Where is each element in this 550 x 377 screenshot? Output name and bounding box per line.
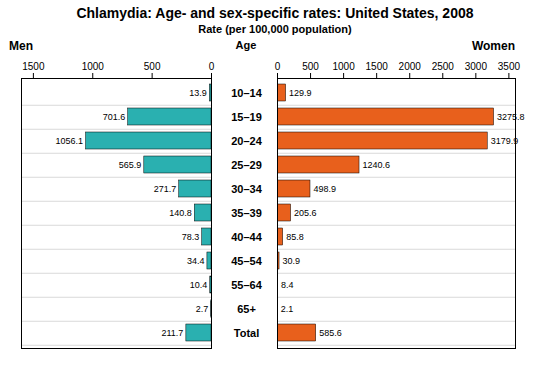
svg-text:30.9: 30.9 [283, 256, 301, 266]
svg-text:34.4: 34.4 [187, 256, 205, 266]
svg-text:1240.6: 1240.6 [363, 160, 391, 170]
svg-text:585.6: 585.6 [319, 328, 342, 338]
svg-text:10.4: 10.4 [190, 280, 208, 290]
svg-text:55–64: 55–64 [231, 279, 262, 291]
svg-text:0: 0 [209, 61, 215, 72]
svg-text:15–19: 15–19 [231, 111, 262, 123]
svg-text:2000: 2000 [399, 61, 422, 72]
html-text:Chlamydia: Age- and sex-specif: Chlamydia: Age- and sex-specific rates: … [76, 5, 474, 21]
svg-text:1500: 1500 [366, 61, 389, 72]
svg-text:25–29: 25–29 [231, 159, 262, 171]
svg-text:3000: 3000 [465, 61, 488, 72]
svg-text:0: 0 [275, 61, 281, 72]
svg-text:211.7: 211.7 [162, 328, 184, 338]
svg-text:1500: 1500 [22, 61, 45, 72]
svg-text:2500: 2500 [432, 61, 455, 72]
svg-text:2.1: 2.1 [281, 304, 294, 314]
svg-text:35–39: 35–39 [231, 207, 262, 219]
html-text:Men: Men [9, 39, 33, 53]
svg-text:30–34: 30–34 [231, 183, 262, 195]
svg-text:10–14: 10–14 [231, 87, 262, 99]
svg-text:20–24: 20–24 [231, 135, 262, 147]
svg-text:3275.8: 3275.8 [497, 112, 525, 122]
svg-text:85.8: 85.8 [286, 232, 304, 242]
html-text:Age: Age [235, 39, 257, 51]
html-text:Women: Women [471, 39, 515, 53]
svg-text:500: 500 [144, 61, 161, 72]
svg-text:8.4: 8.4 [281, 280, 294, 290]
svg-text:3500: 3500 [498, 61, 521, 72]
svg-text:565.9: 565.9 [119, 160, 142, 170]
svg-text:Total: Total [234, 327, 259, 339]
svg-text:205.6: 205.6 [294, 208, 317, 218]
svg-text:2.7: 2.7 [196, 304, 209, 314]
svg-text:1000: 1000 [82, 61, 105, 72]
svg-text:78.3: 78.3 [182, 232, 200, 242]
svg-text:3179.9: 3179.9 [491, 136, 519, 146]
svg-text:701.6: 701.6 [103, 112, 126, 122]
svg-text:500: 500 [302, 61, 319, 72]
svg-text:498.9: 498.9 [313, 184, 336, 194]
svg-text:40–44: 40–44 [231, 231, 262, 243]
svg-text:129.9: 129.9 [289, 88, 312, 98]
svg-text:45–54: 45–54 [231, 255, 262, 267]
svg-text:140.8: 140.8 [169, 208, 192, 218]
svg-text:1000: 1000 [332, 61, 355, 72]
html-text:Rate (per 100,000 population): Rate (per 100,000 population) [198, 23, 352, 35]
svg-text:271.7: 271.7 [154, 184, 177, 194]
svg-text:1056.1: 1056.1 [56, 136, 84, 146]
svg-text:13.9: 13.9 [189, 88, 207, 98]
svg-text:65+: 65+ [237, 303, 256, 315]
